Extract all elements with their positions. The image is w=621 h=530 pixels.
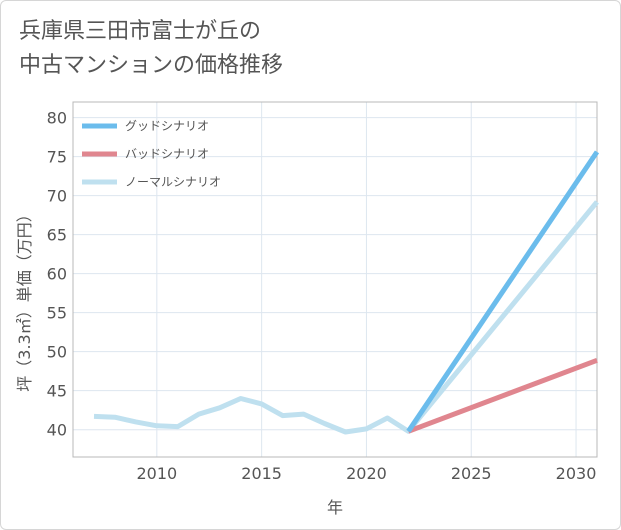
series-line-1: [407, 357, 598, 434]
y-tick-label: 75: [47, 148, 67, 167]
chart-title-line-1: 兵庫県三田市富士が丘の: [19, 19, 262, 44]
series-layer: [93, 150, 600, 435]
grid: [73, 102, 597, 457]
x-axis-title: 年: [327, 498, 343, 517]
y-tick-label: 60: [47, 265, 67, 284]
plot-area-border: [72, 101, 598, 458]
legend-label: グッドシナリオ: [125, 119, 209, 133]
x-tick-label: 2020: [346, 464, 387, 483]
y-tick-label: 80: [47, 109, 67, 128]
chart-title-line-2: 中古マンションの価格推移: [19, 53, 284, 78]
chart-title: 兵庫県三田市富士が丘の 中古マンションの価格推移: [19, 15, 283, 83]
x-tick-label: 2025: [451, 464, 492, 483]
tick-labels: 2010 2015 2020 2025 2030 40 45 50 55 60 65 70 75 80: [47, 109, 597, 483]
legend-label: バッドシナリオ: [125, 147, 209, 161]
y-tick-label: 70: [47, 187, 67, 206]
x-tick-label: 2030: [556, 464, 597, 483]
legend-label: ノーマルシナリオ: [125, 175, 221, 189]
y-tick-label: 55: [47, 304, 67, 323]
series-line-2: [93, 200, 599, 435]
y-tick-label: 65: [47, 226, 67, 245]
y-axis-title: 坪（3.3㎡）単価（万円）: [15, 206, 34, 391]
y-tick-label: 40: [47, 421, 67, 440]
x-tick-label: 2010: [136, 464, 177, 483]
series-line-0: [406, 150, 600, 433]
y-tick-label: 50: [47, 343, 67, 362]
x-tick-label: 2015: [241, 464, 282, 483]
y-tick-label: 45: [47, 382, 67, 401]
